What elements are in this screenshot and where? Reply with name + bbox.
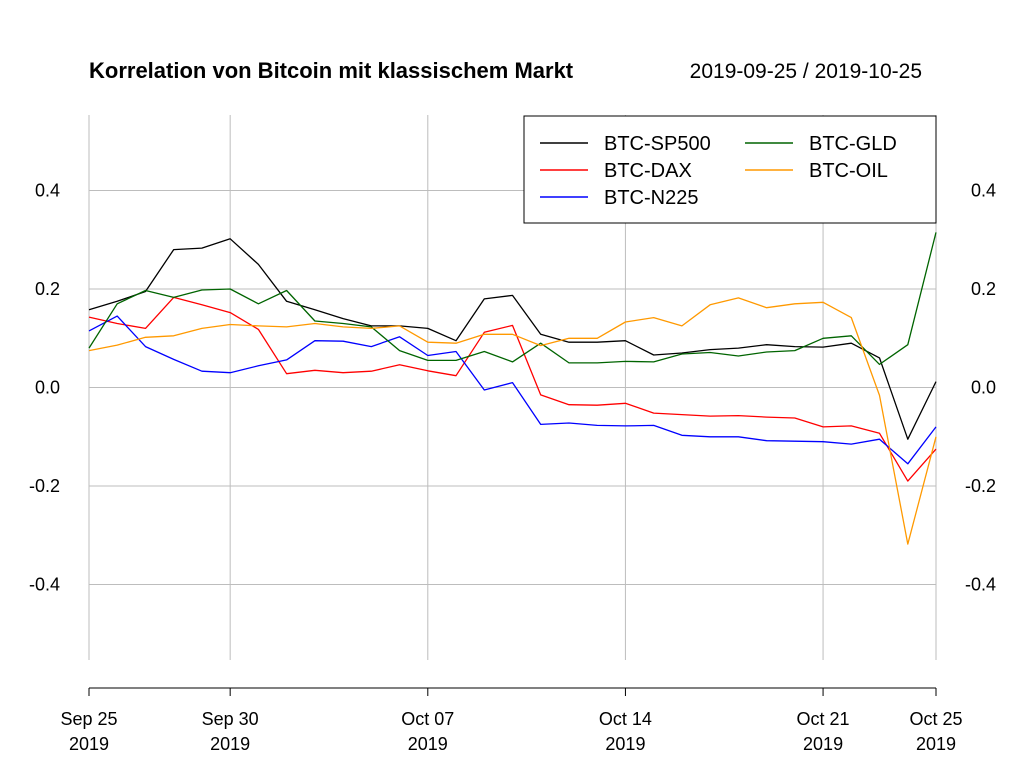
y-tick-label-left: 0.0	[35, 378, 60, 398]
series-line-btc-n225	[88, 315, 937, 465]
x-tick-label: Oct 07	[401, 709, 454, 729]
legend-label-btc-dax: BTC-DAX	[604, 160, 692, 182]
x-axis: Sep 25 2019 Sep 30 2019 Oct 07 2019 Oct 14 2019…	[60, 687, 963, 754]
legend: BTC-SP500 BTC-DAX BTC-N225 BTC-GLD BTC-OIL	[523, 115, 937, 224]
y-tick-label-right: 0.4	[971, 181, 996, 201]
y-axis-right: -0.4 -0.2 0.0 0.2 0.4	[965, 181, 996, 595]
x-tick-year: 2019	[916, 734, 956, 754]
y-tick-label-right: -0.4	[965, 575, 996, 595]
legend-box	[523, 115, 937, 224]
series-line-btc-sp500	[88, 238, 937, 440]
series-line-btc-gld	[88, 232, 937, 366]
chart-title: Korrelation von Bitcoin mit klassischem …	[89, 58, 574, 83]
y-tick-label-right: 0.0	[971, 378, 996, 398]
y-tick-label-left: 0.4	[35, 181, 60, 201]
x-tick-year: 2019	[210, 734, 250, 754]
x-tick-label: Oct 25	[909, 709, 962, 729]
x-tick-label: Sep 25	[60, 709, 117, 729]
y-tick-label-left: -0.4	[29, 575, 60, 595]
y-tick-label-left: 0.2	[35, 279, 60, 299]
series-line-btc-oil	[88, 297, 937, 545]
date-range: 2019-09-25 / 2019-10-25	[690, 60, 922, 83]
x-tick-year: 2019	[803, 734, 843, 754]
y-tick-label-right: -0.2	[965, 476, 996, 496]
legend-label-btc-n225: BTC-N225	[604, 187, 698, 209]
series-line-btc-dax	[88, 296, 937, 482]
legend-label-btc-oil: BTC-OIL	[809, 160, 888, 182]
x-tick-label: Sep 30	[202, 709, 259, 729]
x-tick-year: 2019	[69, 734, 109, 754]
series-lines	[88, 232, 937, 545]
x-tick-year: 2019	[408, 734, 448, 754]
y-tick-label-left: -0.2	[29, 476, 60, 496]
y-tick-label-right: 0.2	[971, 279, 996, 299]
x-tick-year: 2019	[605, 734, 645, 754]
x-tick-label: Oct 21	[797, 709, 850, 729]
x-tick-label: Oct 14	[599, 709, 652, 729]
legend-label-btc-sp500: BTC-SP500	[604, 133, 711, 155]
legend-label-btc-gld: BTC-GLD	[809, 133, 897, 155]
y-axis-left: -0.4 -0.2 0.0 0.2 0.4	[29, 181, 60, 595]
